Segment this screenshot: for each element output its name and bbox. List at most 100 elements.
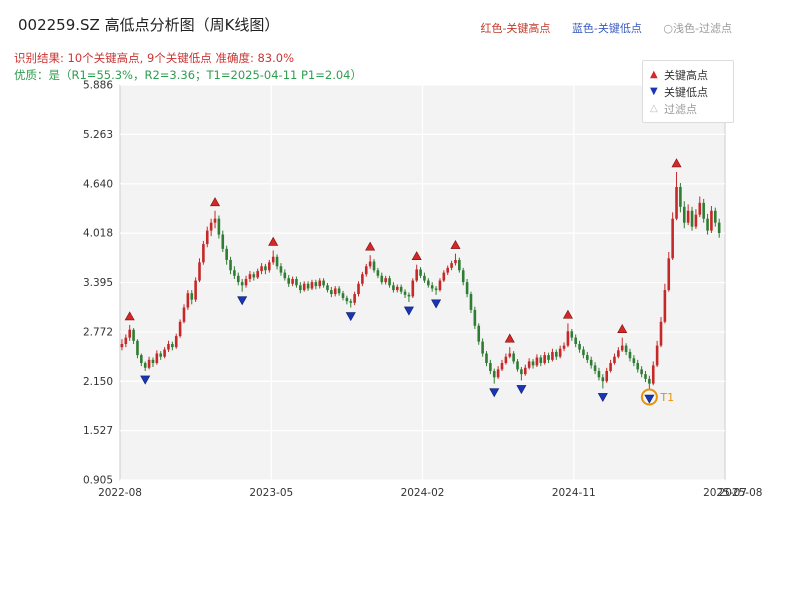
legend-box-key-low-label: 关键低点	[664, 85, 708, 99]
candle-body	[574, 337, 577, 344]
candle-body	[419, 269, 422, 276]
key-high-marker	[124, 311, 135, 321]
candle-body	[648, 378, 651, 384]
candle-body	[694, 214, 698, 227]
candle-body	[190, 293, 194, 300]
y-tick-label: 1.527	[83, 425, 113, 437]
key-low-marker	[237, 296, 248, 306]
candle-body	[605, 370, 609, 382]
candle-body	[636, 363, 640, 370]
candle-body	[256, 271, 259, 278]
candle-body	[295, 278, 298, 286]
candle-body	[679, 186, 682, 207]
candle-body	[446, 267, 450, 273]
candle-body	[593, 365, 597, 371]
candle-body	[492, 370, 496, 378]
candle-body	[388, 278, 391, 286]
candle-body	[248, 274, 252, 279]
candle-body	[147, 359, 151, 368]
candle-body	[702, 202, 705, 219]
candle-body	[279, 266, 283, 273]
x-tick-label: 2025-07	[703, 487, 747, 499]
candle-body	[671, 218, 674, 259]
y-tick-label: 5.886	[83, 80, 113, 92]
x-tick-label: 2025-08	[719, 487, 763, 499]
y-tick-label: 4.018	[83, 228, 113, 240]
candle-body	[372, 261, 376, 271]
candle-body	[589, 359, 593, 366]
quality-assessment-text: 优质：是（R1=55.3%，R2=3.36；T1=2025-04-11 P1=2…	[14, 68, 362, 82]
candle-body	[601, 377, 605, 382]
candle-body	[698, 202, 702, 215]
down-triangle-icon: ▼	[650, 86, 658, 97]
legend-box-key-high-label: 关键高点	[664, 68, 708, 82]
candle-body	[578, 343, 581, 350]
candle-body	[213, 218, 217, 223]
candle-body	[562, 345, 566, 349]
candle-body	[399, 286, 403, 292]
candle-body	[395, 286, 399, 291]
candle-body	[209, 222, 213, 231]
candle-body	[275, 256, 279, 267]
key-high-marker	[268, 236, 279, 246]
candle-body	[337, 288, 341, 294]
candle-body	[380, 275, 384, 283]
candle-body	[442, 272, 446, 281]
candle-body	[481, 341, 484, 354]
candle-body	[597, 370, 601, 378]
candle-body	[136, 340, 139, 356]
candle-body	[461, 270, 465, 283]
candle-body	[469, 294, 473, 310]
candle-body	[609, 363, 612, 371]
candle-body	[527, 361, 531, 368]
candle-body	[454, 259, 457, 264]
candle-body	[411, 280, 415, 297]
candle-body	[318, 280, 322, 287]
key-low-marker	[431, 299, 442, 309]
candle-body	[535, 357, 539, 366]
candle-body	[430, 285, 434, 289]
candle-body	[205, 230, 209, 245]
candle-body	[543, 355, 546, 364]
key-high-marker	[504, 333, 515, 343]
legend-row-key-high: ▲ 关键高点	[650, 66, 726, 83]
candle-body	[438, 280, 442, 291]
page-title: 002259.SZ 高低点分析图（周K线图）	[18, 16, 280, 34]
candle-body	[551, 351, 554, 360]
top-legend: 红色-关键高点 蓝色-关键低点 ○浅色-过滤点	[462, 20, 732, 36]
candle-body	[714, 210, 717, 223]
candle-body	[260, 266, 263, 272]
candle-body	[140, 355, 143, 364]
candle-body	[341, 293, 345, 299]
candle-body	[264, 266, 267, 271]
candle-body	[667, 258, 671, 291]
legend-key-low-label: 蓝色-关键低点	[571, 22, 642, 35]
key-high-marker	[562, 309, 573, 319]
candle-body	[143, 363, 147, 368]
legend-box-filter-label: 过滤点	[664, 102, 697, 116]
candle-body	[423, 275, 426, 281]
candle-body	[151, 359, 155, 364]
candle-body	[403, 291, 407, 295]
candle-body	[326, 285, 329, 291]
hollow-up-triangle-icon: △	[650, 103, 658, 114]
candle-body	[651, 365, 655, 384]
candle-body	[582, 349, 585, 356]
candle-body	[586, 355, 589, 360]
candle-body	[167, 343, 170, 350]
candle-body	[198, 262, 201, 281]
candle-body	[500, 363, 504, 370]
candle-body	[450, 263, 453, 268]
chart-legend-box: ▲ 关键高点 ▼ 关键低点 △ 过滤点	[642, 60, 734, 123]
candle-body	[512, 353, 515, 362]
legend-row-key-low: ▼ 关键低点	[650, 83, 726, 100]
candle-body	[225, 248, 228, 260]
candle-body	[368, 261, 372, 267]
key-high-marker	[617, 324, 628, 333]
candle-body	[194, 280, 197, 300]
candle-body	[229, 259, 232, 271]
legend-filter-label: ○浅色-过滤点	[663, 22, 732, 35]
candle-body	[655, 345, 659, 366]
candle-body	[624, 345, 628, 352]
candle-body	[120, 343, 124, 348]
